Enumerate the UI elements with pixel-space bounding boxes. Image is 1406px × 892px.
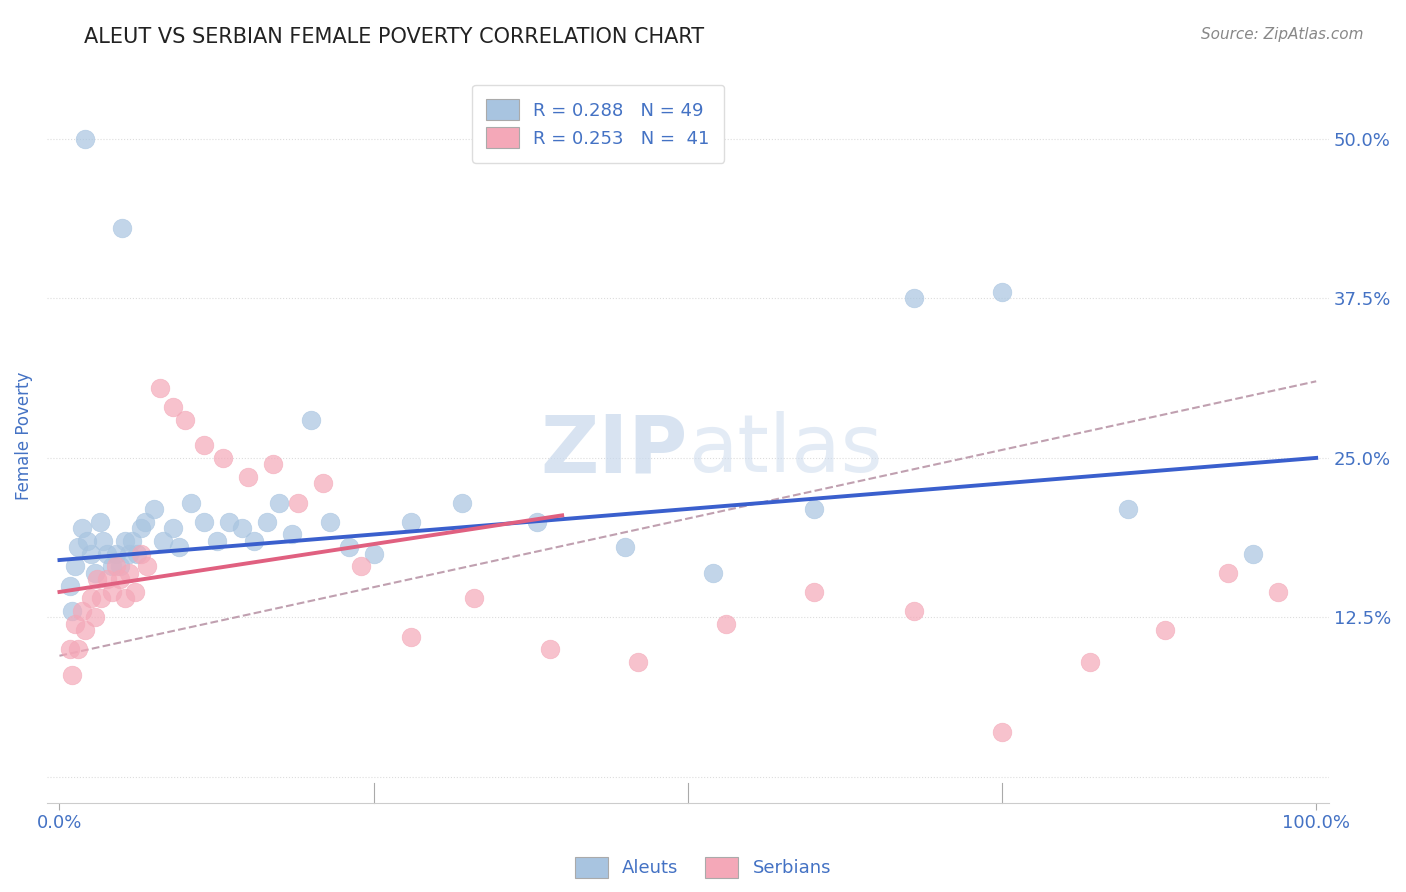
Legend: R = 0.288   N = 49, R = 0.253   N =  41: R = 0.288 N = 49, R = 0.253 N = 41 [472, 85, 724, 162]
Point [243, 533, 266, 548]
Text: ZIP: ZIP [540, 411, 688, 489]
Point [401, 630, 423, 644]
Point [174, 412, 197, 426]
Point [86, 572, 108, 586]
Point [1154, 624, 1177, 638]
Point [463, 591, 485, 606]
Point [269, 495, 291, 509]
Point [152, 533, 174, 548]
Point [256, 515, 278, 529]
Point [211, 450, 233, 465]
Point [193, 515, 215, 529]
Point [129, 521, 152, 535]
Point [626, 655, 648, 669]
Point [312, 476, 335, 491]
Point [89, 515, 111, 529]
Point [903, 291, 925, 305]
Point [117, 547, 139, 561]
Point [401, 515, 423, 529]
Point [350, 559, 373, 574]
Point [180, 495, 202, 509]
Point [903, 604, 925, 618]
Point [117, 566, 139, 580]
Point [121, 533, 143, 548]
Point [1078, 655, 1101, 669]
Point [108, 559, 131, 574]
Text: atlas: atlas [688, 411, 882, 489]
Point [162, 521, 184, 535]
Point [162, 400, 184, 414]
Point [363, 547, 385, 561]
Point [218, 515, 240, 529]
Point [124, 585, 146, 599]
Point [1218, 566, 1240, 580]
Text: ALEUT VS SERBIAN FEMALE POVERTY CORRELATION CHART: ALEUT VS SERBIAN FEMALE POVERTY CORRELAT… [84, 27, 704, 46]
Point [299, 412, 322, 426]
Point [60, 604, 83, 618]
Point [93, 533, 115, 548]
Point [80, 547, 103, 561]
Point [142, 502, 165, 516]
Point [991, 725, 1014, 739]
Point [70, 604, 93, 618]
Point [231, 521, 253, 535]
Point [63, 559, 86, 574]
Point [136, 559, 159, 574]
Point [105, 547, 128, 561]
Y-axis label: Female Poverty: Female Poverty [15, 371, 32, 500]
Point [714, 616, 737, 631]
Point [58, 642, 80, 657]
Point [80, 591, 103, 606]
Point [101, 559, 124, 574]
Point [803, 585, 825, 599]
Point [73, 624, 96, 638]
Point [1116, 502, 1139, 516]
Point [538, 642, 561, 657]
Text: Source: ZipAtlas.com: Source: ZipAtlas.com [1201, 27, 1364, 42]
Point [205, 533, 228, 548]
Point [991, 285, 1014, 299]
Point [149, 381, 172, 395]
Point [167, 541, 190, 555]
Point [702, 566, 724, 580]
Point [101, 585, 124, 599]
Legend: Aleuts, Serbians: Aleuts, Serbians [567, 848, 839, 887]
Point [193, 438, 215, 452]
Point [450, 495, 472, 509]
Point [1241, 547, 1264, 561]
Point [96, 547, 118, 561]
Point [96, 572, 118, 586]
Point [83, 566, 105, 580]
Point [803, 502, 825, 516]
Point [127, 547, 149, 561]
Point [614, 541, 637, 555]
Point [337, 541, 360, 555]
Point [287, 495, 309, 509]
Point [111, 221, 134, 235]
Point [134, 515, 156, 529]
Point [281, 527, 304, 541]
Point [63, 616, 86, 631]
Point [114, 591, 136, 606]
Point [236, 470, 259, 484]
Point [83, 610, 105, 624]
Point [90, 591, 112, 606]
Point [108, 572, 131, 586]
Point [73, 132, 96, 146]
Point [76, 533, 98, 548]
Point [60, 668, 83, 682]
Point [70, 521, 93, 535]
Point [67, 642, 90, 657]
Point [67, 541, 90, 555]
Point [129, 547, 152, 561]
Point [526, 515, 548, 529]
Point [114, 533, 136, 548]
Point [105, 559, 128, 574]
Point [318, 515, 340, 529]
Point [1267, 585, 1289, 599]
Point [58, 578, 80, 592]
Point [262, 457, 284, 471]
